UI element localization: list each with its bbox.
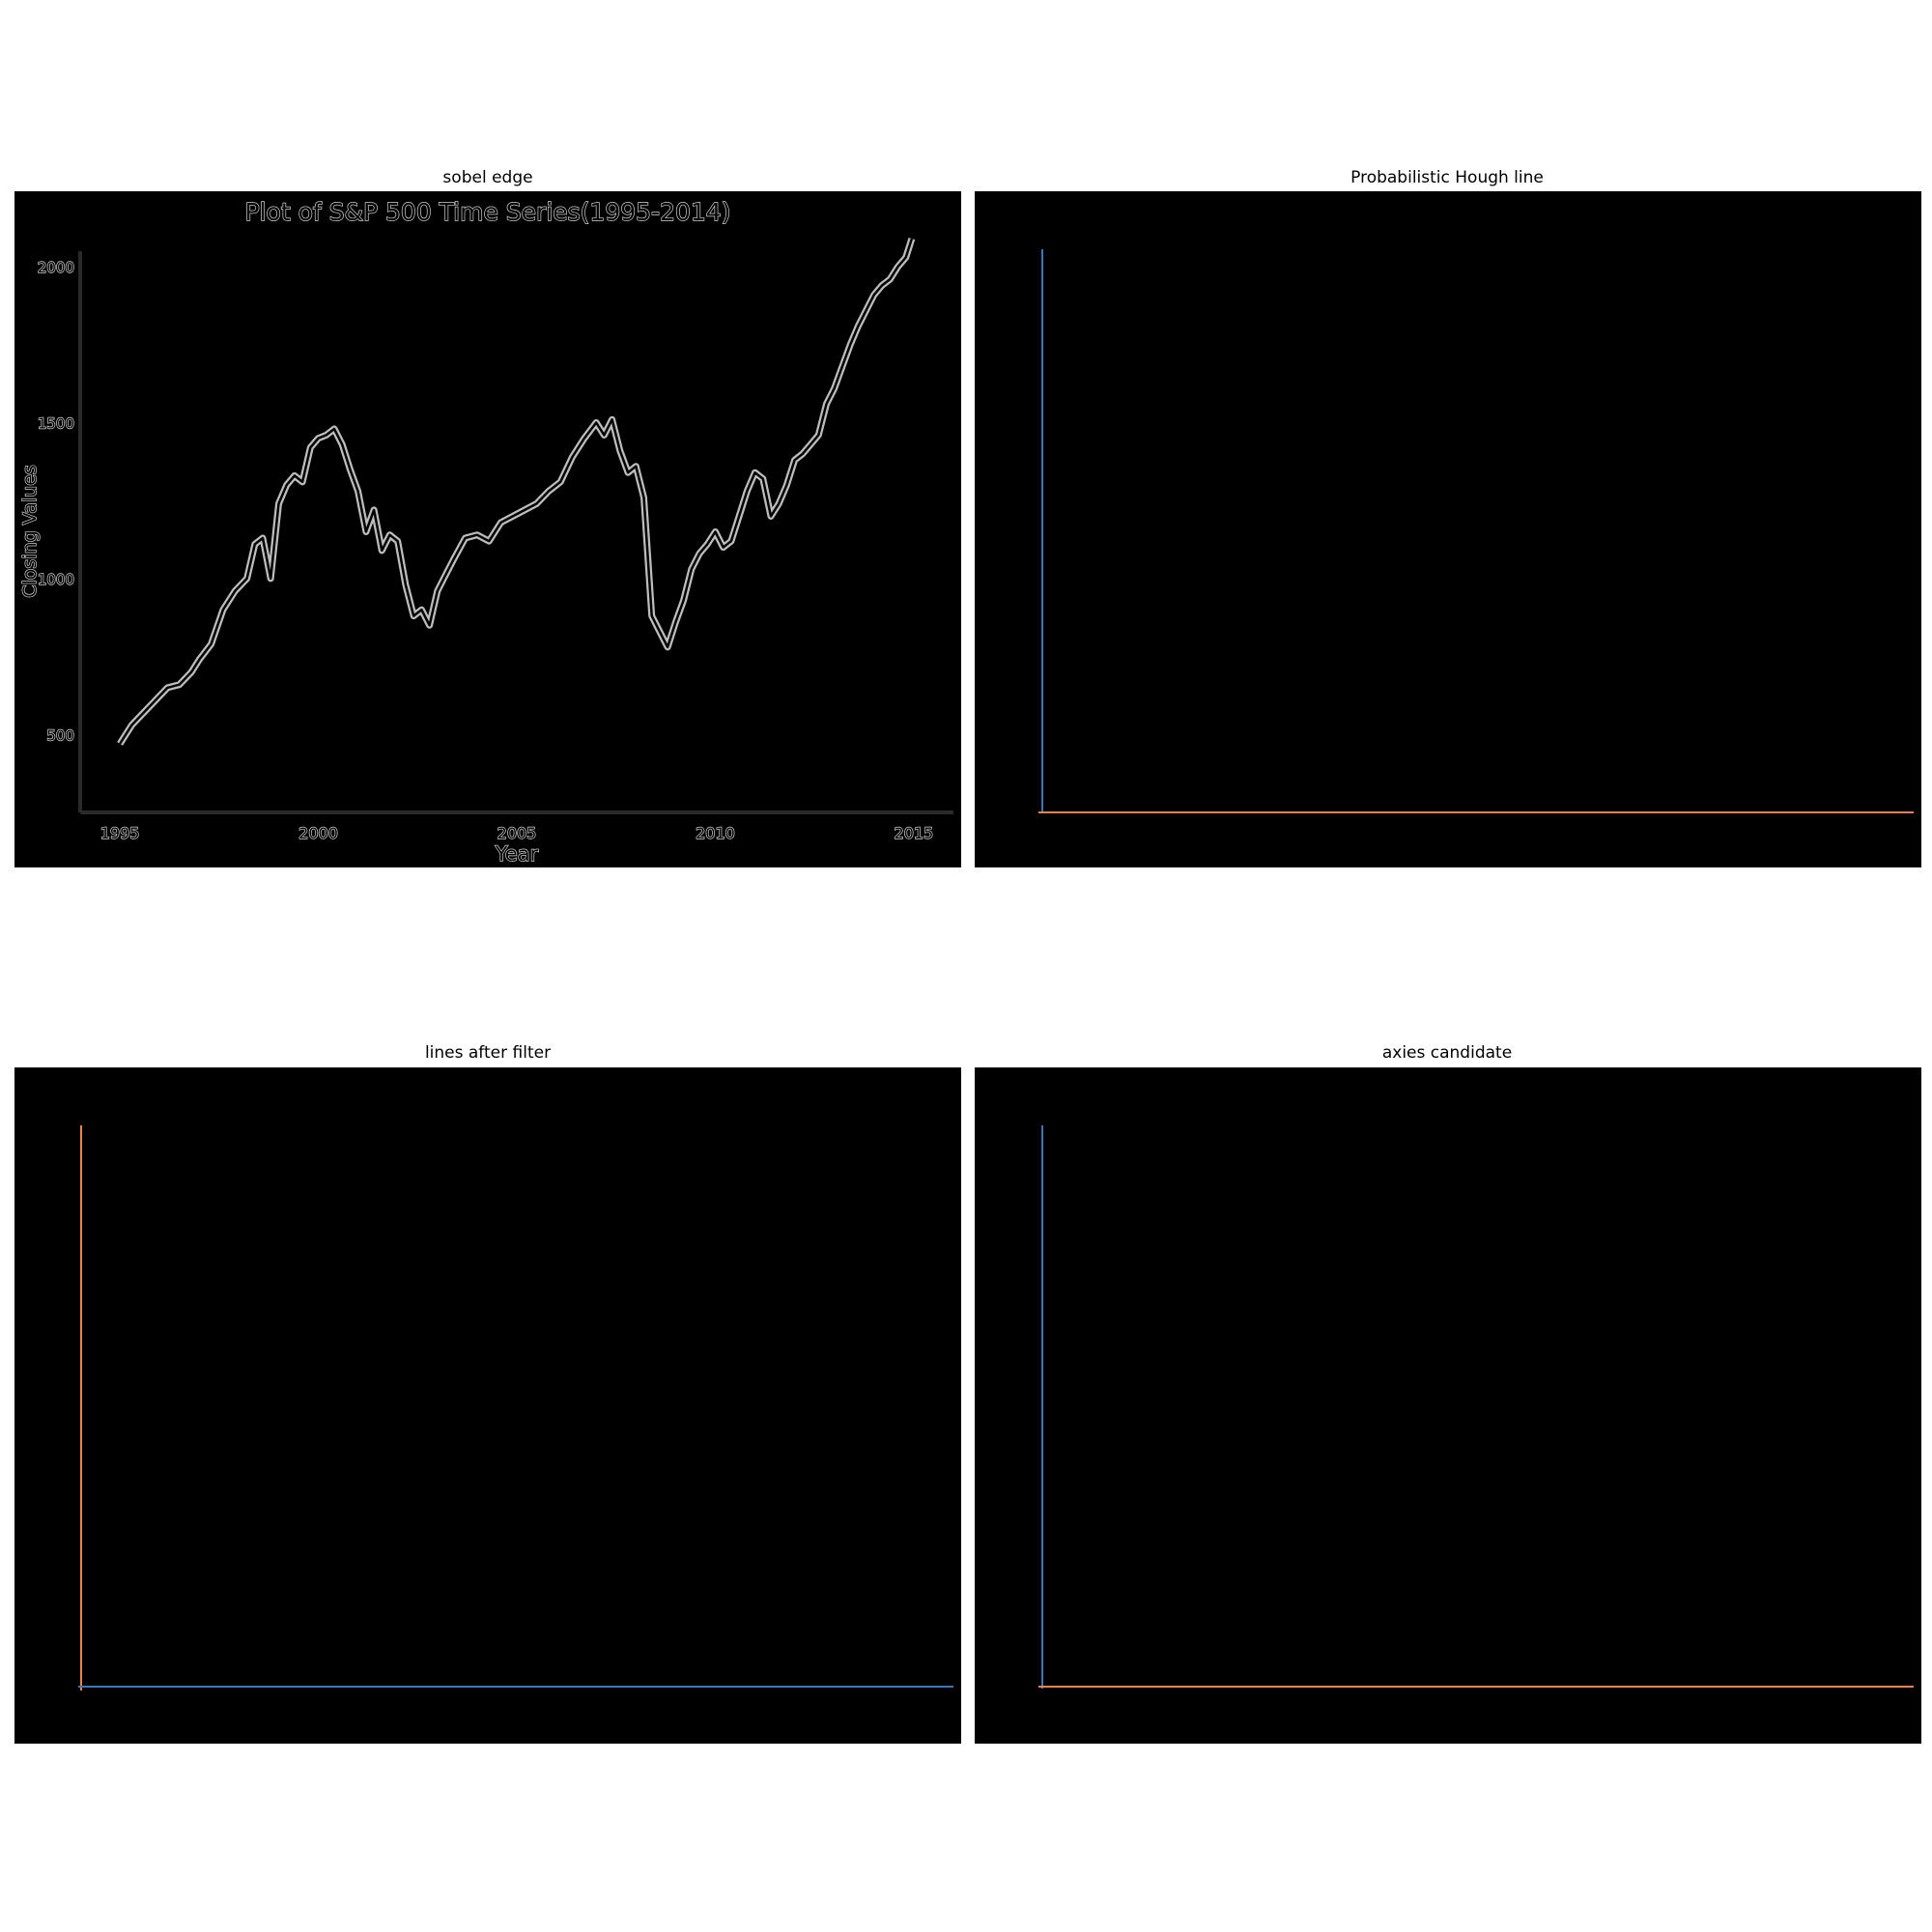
- panel-sobel-edge: Plot of S&P 500 Time Series(1995-2014) Y…: [14, 191, 961, 867]
- y-tick-label: 1000: [38, 571, 74, 588]
- filtered-lines-plot: [78, 1125, 953, 1690]
- hough-lines-plot: [1038, 249, 1914, 813]
- series-line-core: [119, 238, 914, 745]
- axes-candidate-plot: [1038, 1125, 1914, 1689]
- chart-title: Plot of S&P 500 Time Series(1995-2014): [245, 198, 731, 226]
- x-tick-label: 2015: [895, 824, 934, 842]
- sobel-edge-chart: Plot of S&P 500 Time Series(1995-2014) Y…: [18, 197, 953, 867]
- panel-hough-lines: [975, 191, 1921, 867]
- y-tick-label: 500: [46, 726, 74, 744]
- panel-axes-candidate: [975, 1067, 1921, 1744]
- panel-title-filtered: lines after filter: [424, 1043, 552, 1063]
- y-tick-label: 2000: [38, 259, 74, 276]
- y-axis-label: Closing Values: [19, 465, 41, 598]
- panel-title-sobel: sobel edge: [442, 168, 533, 187]
- y-tick-label: 1500: [38, 415, 74, 433]
- series-line-edge: [117, 238, 916, 746]
- panel-title-axes: axies candidate: [1381, 1043, 1513, 1063]
- x-tick-label: 2005: [497, 824, 537, 842]
- x-tick-label: 2010: [696, 824, 735, 842]
- panel-title-hough: Probabilistic Hough line: [1350, 168, 1544, 187]
- x-tick-label: 1995: [100, 824, 140, 842]
- x-tick-label: 2000: [298, 824, 338, 842]
- x-axis-label: Year: [495, 842, 539, 866]
- panel-lines-after-filter: [14, 1067, 961, 1744]
